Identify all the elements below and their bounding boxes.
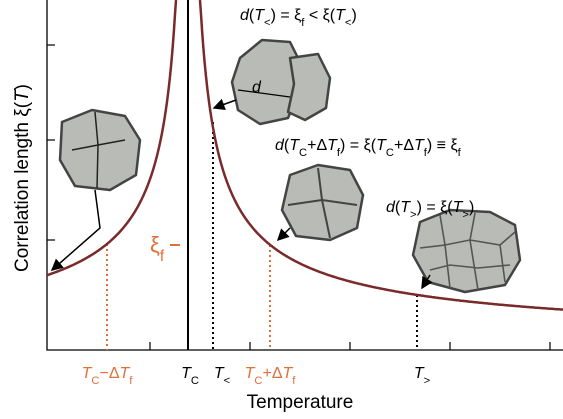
text-piece: d	[386, 199, 396, 216]
text-piece: ξ	[150, 232, 160, 257]
text-piece: (	[284, 137, 290, 154]
text-piece: ) = ξ	[271, 7, 302, 24]
text-piece: <	[345, 17, 352, 29]
guides	[106, 122, 418, 350]
arrow	[50, 189, 101, 271]
text-piece: C	[91, 375, 99, 387]
text-piece: ) = ξ(	[417, 199, 454, 216]
curve	[46, 0, 563, 311]
arrow	[421, 274, 433, 290]
text-piece: T	[400, 199, 411, 216]
text-piece: T	[414, 365, 425, 382]
annotation: d(TC+ΔTf) = ξ(TC+ΔTf) ≡ ξf	[275, 137, 462, 159]
grain-cluster-1	[230, 38, 332, 126]
text-piece: >	[462, 209, 469, 221]
grain-d: d	[252, 79, 262, 96]
text-piece: d	[252, 79, 262, 96]
tick-label: T>	[414, 365, 430, 387]
text-piece: ) ≡ ξ	[427, 137, 458, 154]
text-piece: Temperature	[247, 392, 354, 413]
text-piece: T	[181, 365, 192, 382]
xi-f-label: ξf	[150, 232, 165, 265]
text-piece: )	[351, 7, 356, 24]
text-piece: T	[82, 365, 93, 382]
annotation: d(T<) = ξf < ξ(T<)	[240, 7, 357, 29]
text-piece: T	[214, 365, 225, 382]
text-piece: +Δ	[307, 137, 327, 154]
tick-label: TC+ΔTf	[245, 365, 297, 387]
text-piece: f	[458, 147, 462, 159]
text-piece: +Δ	[394, 137, 414, 154]
text-piece: f	[337, 147, 341, 159]
text-piece: >	[410, 209, 417, 221]
text-piece: )	[469, 199, 474, 216]
grain-cluster-2	[280, 163, 365, 242]
text-piece: C	[386, 147, 394, 159]
text-piece: T	[335, 7, 346, 24]
text-piece: (	[395, 199, 401, 216]
text-piece: d	[275, 137, 285, 154]
text-piece: f	[301, 17, 305, 29]
arrow	[276, 227, 291, 242]
arrow	[212, 98, 237, 111]
text-piece: T	[453, 199, 464, 216]
text-piece: d	[240, 7, 250, 24]
text-piece: T	[414, 137, 425, 154]
text-piece: <	[224, 375, 231, 387]
text-piece: <	[264, 17, 271, 29]
grain-cluster-3	[411, 208, 522, 294]
text-piece: < ξ(	[304, 7, 335, 24]
grain-left	[58, 108, 142, 192]
text-piece: f	[424, 147, 428, 159]
text-piece: (	[249, 7, 255, 24]
text-piece: C	[191, 375, 199, 387]
text-piece: >	[424, 375, 431, 387]
text-piece: )	[12, 84, 33, 90]
text-piece: −Δ	[99, 365, 119, 382]
y-label: Correlation length ξ(T)	[12, 84, 33, 272]
text-piece: T	[283, 365, 294, 382]
text-piece: T	[12, 89, 33, 102]
text-piece: C	[254, 375, 262, 387]
ticks	[47, 44, 551, 350]
text-piece: f	[160, 248, 165, 265]
text-piece: T	[245, 365, 256, 382]
text-piece: +Δ	[262, 365, 282, 382]
text-piece: ) = ξ(	[340, 137, 377, 154]
x-label: Temperature	[247, 392, 354, 413]
tick-label: TC	[181, 365, 199, 387]
text-piece: T	[254, 7, 265, 24]
text-piece: T	[376, 137, 387, 154]
tick-label: TC−ΔTf	[82, 365, 134, 387]
text-piece: Correlation length ξ(	[12, 101, 33, 272]
text-piece: T	[120, 365, 131, 382]
text-piece: f	[292, 375, 296, 387]
annotation: d(T>) = ξ(T>)	[386, 199, 474, 221]
tick-label: T<	[214, 365, 230, 387]
text-piece: T	[289, 137, 300, 154]
text-piece: C	[299, 147, 307, 159]
text-piece: T	[327, 137, 338, 154]
text-piece: f	[129, 375, 133, 387]
d-line	[237, 89, 291, 98]
axes	[46, 0, 563, 351]
